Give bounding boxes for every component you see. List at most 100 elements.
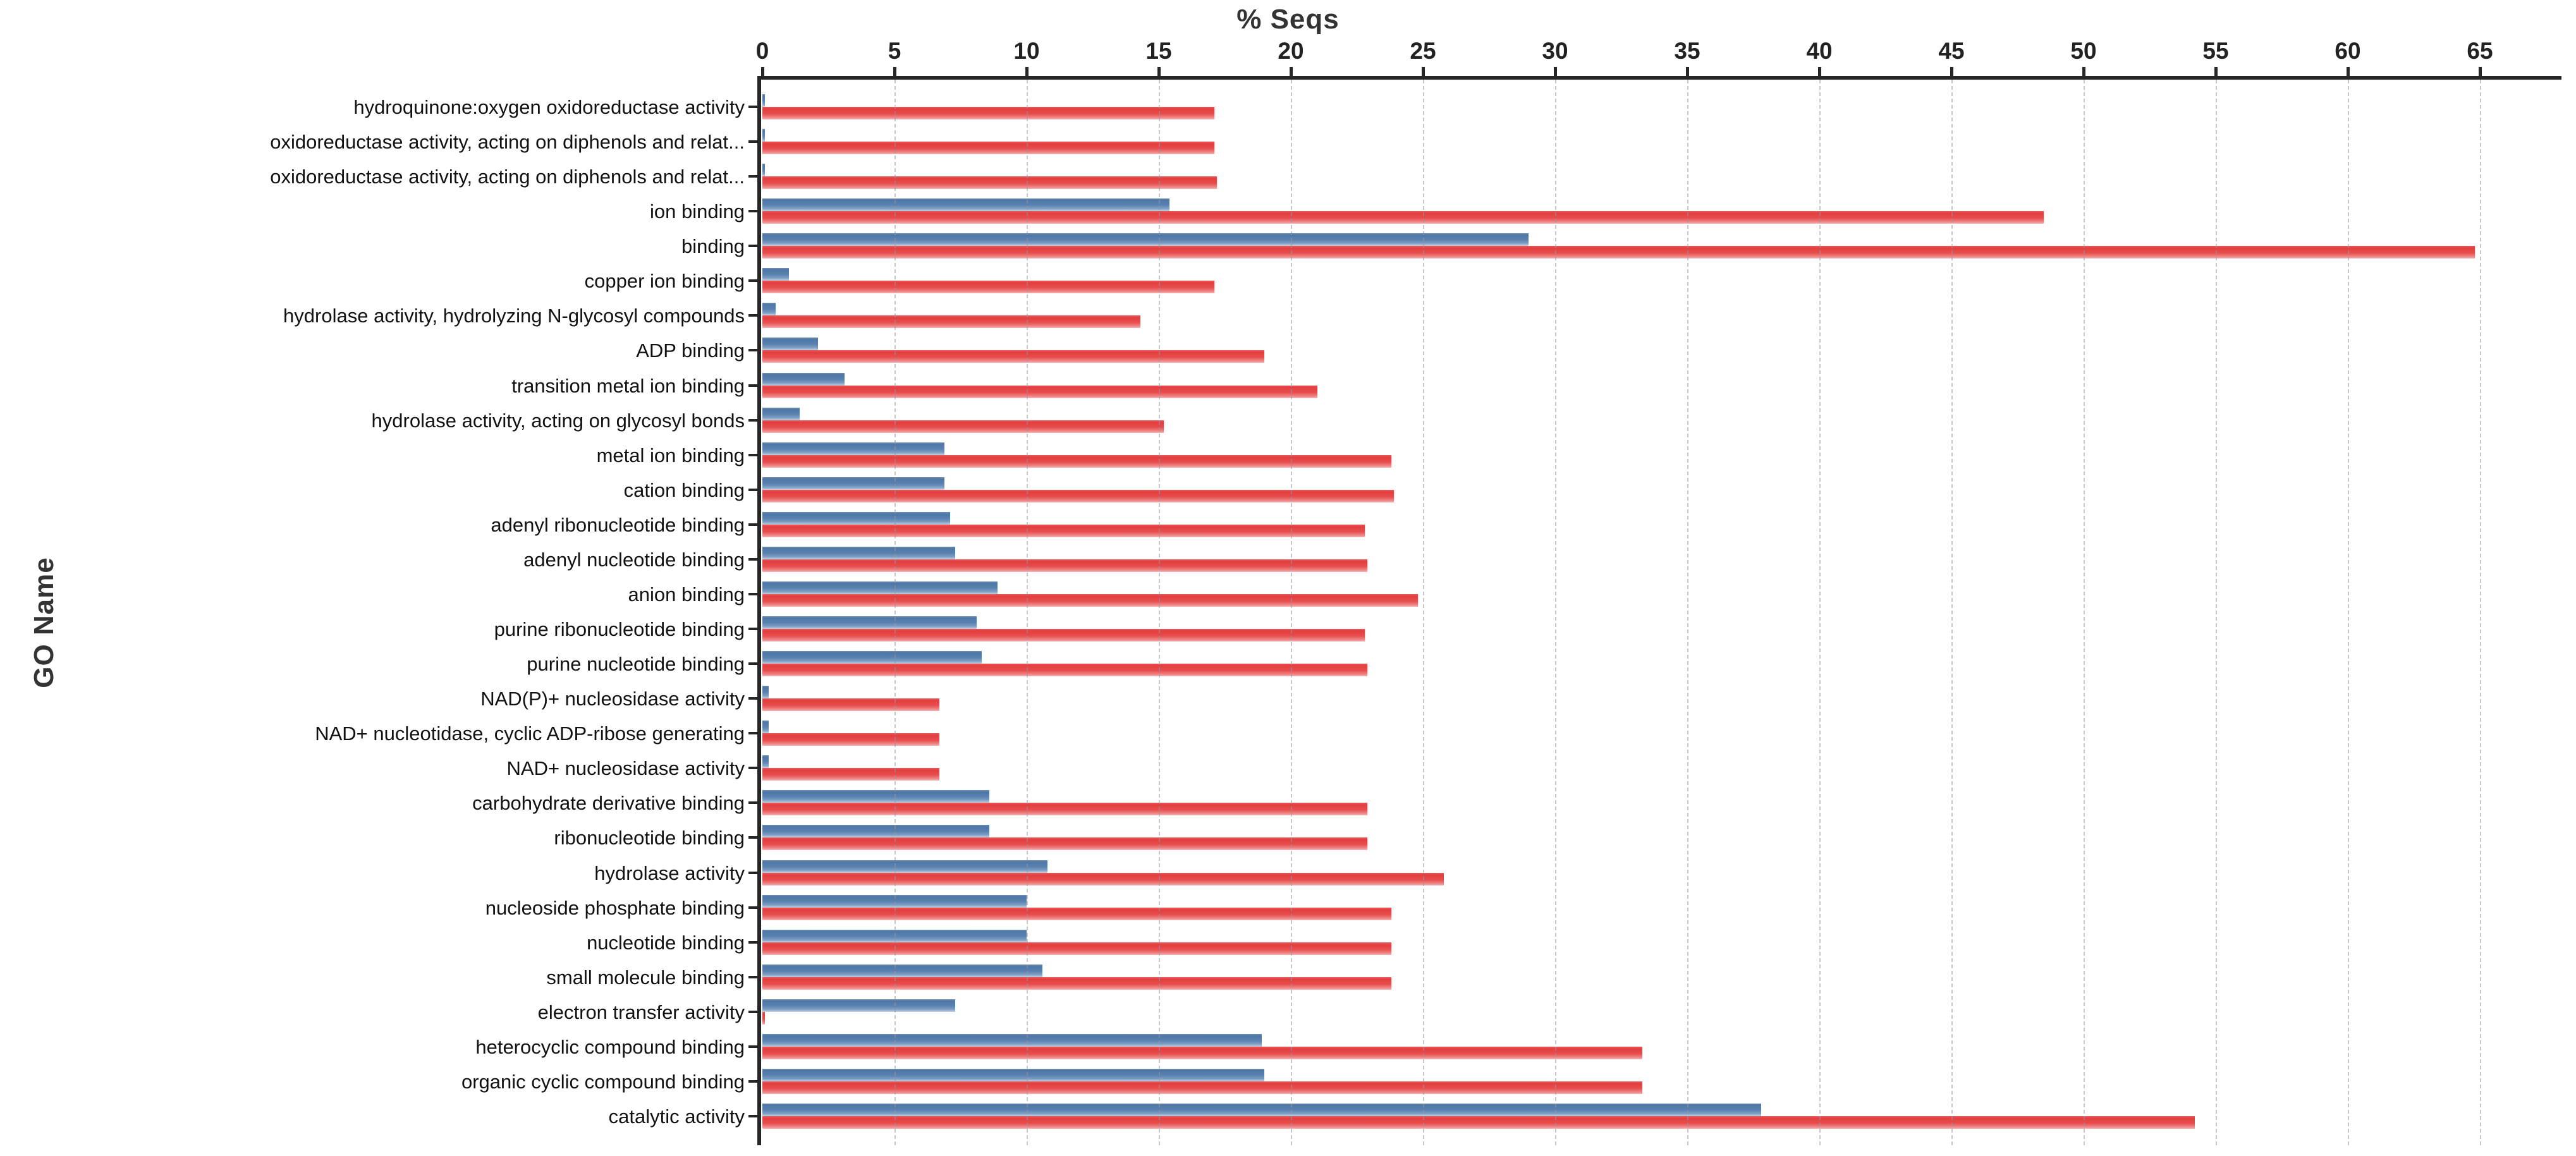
category-tick-mark: [748, 662, 757, 666]
bar-red-5: [762, 281, 1214, 294]
category-tick-mark: [748, 801, 757, 805]
category-tick-mark: [748, 871, 757, 874]
bar-red-19: [762, 768, 940, 781]
category-label: oxidoreductase activity, acting on diphe…: [270, 166, 745, 188]
category-label: binding: [681, 235, 745, 258]
category-label: hydroquinone:oxygen oxidoreductase activ…: [353, 96, 745, 118]
bar-red-12: [762, 524, 1365, 537]
x-tick-label: 65: [2467, 38, 2493, 64]
category-tick-mark: [748, 1010, 757, 1013]
gridline: [1555, 80, 1556, 1145]
x-tick-label: 20: [1278, 38, 1304, 64]
category-label: ADP binding: [636, 339, 745, 362]
bar-blue-3: [762, 198, 1169, 212]
x-tick-label: 50: [2070, 38, 2097, 64]
category-label: purine nucleotide binding: [527, 653, 745, 676]
bar-blue-7: [762, 338, 818, 351]
x-tick-mark: [1157, 67, 1161, 76]
category-label: hydrolase activity, acting on glycosyl b…: [371, 409, 745, 432]
bar-red-21: [762, 837, 1368, 851]
x-tick-mark: [1025, 67, 1029, 76]
x-tick-mark: [1554, 67, 1557, 76]
category-tick-mark: [748, 906, 757, 909]
bar-red-7: [762, 350, 1265, 363]
bar-red-24: [762, 942, 1391, 955]
category-tick-mark: [748, 384, 757, 387]
bar-blue-10: [762, 442, 945, 455]
category-tick-mark: [748, 418, 757, 422]
x-tick-label: 60: [2335, 38, 2361, 64]
gridline: [2348, 80, 2349, 1145]
gridline: [1159, 80, 1160, 1145]
gridline: [2084, 80, 2085, 1145]
x-tick-label: 55: [2202, 38, 2229, 64]
bar-red-15: [762, 629, 1365, 642]
bar-blue-6: [762, 303, 776, 316]
category-tick-mark: [748, 975, 757, 978]
bar-blue-22: [762, 860, 1048, 873]
category-label: catalytic activity: [608, 1105, 745, 1128]
category-label: transition metal ion binding: [511, 374, 745, 397]
x-tick-mark: [2214, 67, 2218, 76]
category-label: organic cyclic compound binding: [461, 1070, 745, 1093]
bar-blue-27: [762, 1033, 1262, 1047]
category-tick-mark: [748, 628, 757, 631]
category-label: heterocyclic compound binding: [475, 1035, 745, 1058]
bar-blue-19: [762, 755, 769, 769]
x-tick-label: 45: [1938, 38, 1965, 64]
bar-red-14: [762, 593, 1418, 607]
category-label: oxidoreductase activity, acting on diphe…: [270, 131, 745, 154]
bar-red-29: [762, 1116, 2195, 1129]
bar-blue-29: [762, 1104, 1762, 1117]
bar-red-0: [762, 107, 1214, 119]
x-tick-mark: [2347, 67, 2350, 76]
x-tick-mark: [2082, 67, 2085, 76]
bar-blue-0: [762, 94, 766, 107]
bar-red-1: [762, 142, 1214, 155]
bar-red-11: [762, 489, 1395, 502]
bar-blue-25: [762, 964, 1043, 977]
category-tick-mark: [748, 1080, 757, 1083]
bar-red-28: [762, 1081, 1642, 1094]
bar-red-17: [762, 698, 940, 712]
category-label: carbohydrate derivative binding: [472, 792, 745, 815]
bar-blue-4: [762, 233, 1529, 246]
bar-red-22: [762, 872, 1444, 885]
bar-red-20: [762, 803, 1368, 816]
bar-red-2: [762, 176, 1217, 190]
category-tick-mark: [748, 453, 757, 456]
category-tick-mark: [748, 557, 757, 561]
bar-blue-26: [762, 999, 956, 1012]
category-tick-mark: [748, 1115, 757, 1118]
bar-blue-15: [762, 616, 977, 630]
category-label: adenyl ribonucleotide binding: [491, 513, 745, 536]
category-label: cation binding: [623, 478, 745, 501]
category-tick-mark: [748, 140, 757, 143]
bar-blue-11: [762, 477, 945, 490]
bar-red-18: [762, 733, 940, 746]
x-tick-mark: [761, 67, 764, 76]
category-label: hydrolase activity, hydrolyzing N-glycos…: [283, 305, 745, 327]
bar-red-4: [762, 246, 2475, 259]
x-axis-line: [757, 76, 2561, 80]
bar-red-9: [762, 420, 1164, 433]
category-tick-mark: [748, 349, 757, 352]
bar-red-16: [762, 664, 1368, 677]
category-tick-mark: [748, 592, 757, 595]
bar-blue-14: [762, 581, 998, 594]
x-tick-label: 10: [1013, 38, 1040, 64]
x-tick-label: 25: [1410, 38, 1436, 64]
bar-red-3: [762, 211, 2044, 224]
bar-blue-9: [762, 407, 800, 420]
category-tick-mark: [748, 175, 757, 178]
category-label: nucleoside phosphate binding: [485, 896, 745, 919]
category-tick-mark: [748, 106, 757, 108]
gridline: [894, 80, 896, 1145]
gridline: [1291, 80, 1292, 1145]
category-label: purine ribonucleotide binding: [494, 618, 745, 641]
x-tick-mark: [1686, 67, 1689, 76]
bar-red-6: [762, 315, 1140, 329]
bar-blue-21: [762, 825, 990, 838]
bar-red-27: [762, 1046, 1642, 1059]
